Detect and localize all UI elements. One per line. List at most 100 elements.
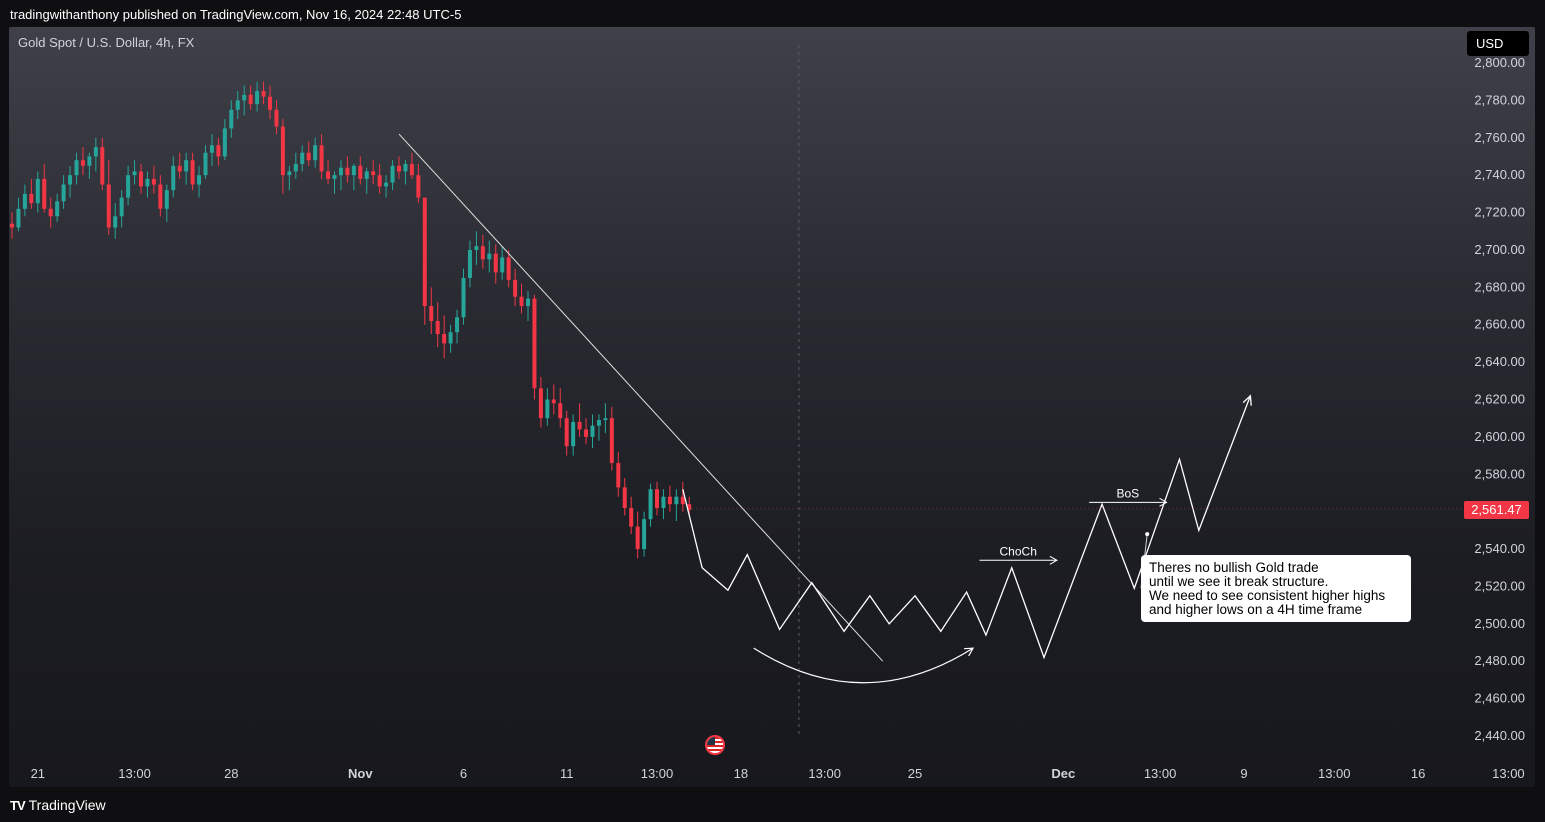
candle-body [151,178,156,185]
candle-body [513,279,518,297]
y-tick-label: 2,500.00 [1474,616,1525,631]
candle-body [603,418,608,421]
candle-body [242,94,247,101]
trendline [398,133,884,662]
projection-arrowhead [1242,394,1252,406]
candle-body [106,184,111,228]
candle-body [22,193,27,209]
candle-body [642,519,647,550]
candle-body [190,160,195,185]
candle-body [300,152,305,164]
candle-body [635,526,640,550]
candle-body [558,403,563,419]
candle-body [455,317,460,333]
y-tick-label: 2,580.00 [1474,466,1525,481]
candle-body [126,175,131,198]
x-tick-label: 11 [560,766,574,781]
candle-body [87,156,92,166]
note-line-2: until we see it break structure. [1149,574,1329,589]
candle-body [474,246,479,250]
candle-body [435,320,440,335]
y-tick-label: 2,680.00 [1474,279,1525,294]
candle-body [364,171,369,179]
currency-selector[interactable]: USD [1467,31,1529,56]
candle-body [306,152,311,161]
note-line-4: and higher lows on a 4H time frame [1149,602,1363,617]
candle-body [197,175,202,185]
x-tick-label: 13:00 [641,766,674,781]
note-callout[interactable]: Theres no bullish Gold trade until we se… [1141,555,1411,622]
tradingview-logo-icon: TV [10,797,26,813]
x-tick-label: Dec [1051,766,1075,781]
x-tick-label: 13:00 [1144,766,1177,781]
candle-body [68,175,73,185]
candle-body [293,163,298,172]
y-tick-label: 2,760.00 [1474,130,1525,145]
candle-body [500,257,505,273]
y-tick-label: 2,520.00 [1474,578,1525,593]
candle-body [538,388,543,419]
candle-body [16,208,21,228]
candle-body [42,178,47,209]
candle-body [532,298,537,389]
candle-body [74,160,79,176]
y-tick-label: 2,720.00 [1474,205,1525,220]
candle-body [616,463,621,488]
candle-body [422,197,427,307]
candle-body [158,184,163,209]
candle-body [338,167,343,176]
y-tick-label: 2,540.00 [1474,541,1525,556]
chart-panel[interactable] [9,27,1535,787]
y-tick-label: 2,460.00 [1474,691,1525,706]
candle-body [351,165,356,176]
candle-body [203,152,208,176]
candle-body [584,429,589,437]
candle-body [674,496,679,505]
candle-body [345,167,350,176]
candle-body [596,420,601,426]
y-tick-label: 2,800.00 [1474,55,1525,70]
candle-body [590,425,595,437]
candle-body [268,96,272,110]
candle-body [384,182,389,187]
candle-body [409,163,414,176]
candle-body [235,100,240,110]
symbol-title[interactable]: Gold Spot / U.S. Dollar, 4h, FX [18,35,195,50]
candle-body [164,190,169,209]
x-tick-label: 13:00 [808,766,841,781]
candle-body [332,175,337,179]
brand-name: TradingView [28,797,106,813]
candle-body [216,145,221,157]
candle-body [667,496,672,505]
candle-body [80,160,85,166]
y-tick-label: 2,640.00 [1474,354,1525,369]
candle-body [545,399,550,419]
candle-body [326,171,331,179]
candle-body [61,184,66,202]
x-tick-label: 13:00 [1492,766,1525,781]
candle-body [526,298,530,307]
annotation-label: ChoCh [1000,544,1037,558]
y-tick-label: 2,440.00 [1474,728,1525,743]
candle-body [145,178,150,187]
candle-body [55,201,60,217]
us-flag-event-icon[interactable] [705,735,725,755]
candle-body [184,160,189,172]
candle-body [519,296,524,307]
candle-body [229,109,234,129]
x-tick-label: Nov [348,766,373,781]
candle-body [680,496,685,505]
candle-body [609,418,614,464]
x-tick-label: 13:00 [118,766,151,781]
candle-body [551,399,556,404]
candle-body [358,165,363,179]
candle-body [248,94,253,105]
candle-body [687,504,692,510]
candle-body [371,171,376,176]
candle-body [487,253,492,260]
y-tick-label: 2,740.00 [1474,167,1525,182]
footer-brand[interactable]: TV TradingView [10,797,106,813]
curved-arrow [753,647,974,684]
x-tick-label: 9 [1240,766,1247,781]
